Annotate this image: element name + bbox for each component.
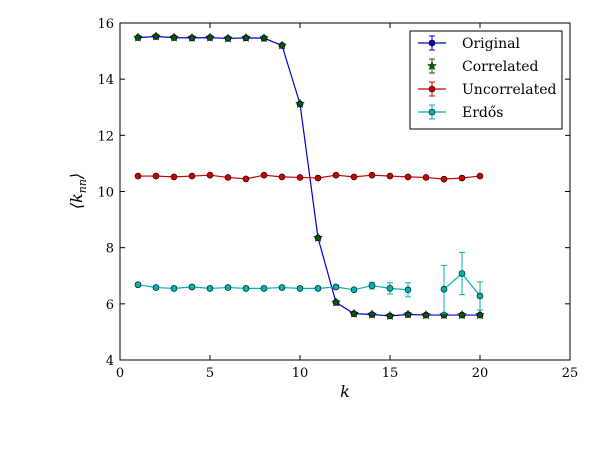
data-point <box>152 172 160 180</box>
legend-marker <box>428 39 436 47</box>
data-point <box>475 309 485 320</box>
data-point <box>439 309 449 320</box>
series-layer <box>133 31 485 321</box>
data-point <box>457 309 467 320</box>
x-tick-label: 15 <box>382 366 399 381</box>
x-tick-label: 0 <box>116 366 124 381</box>
data-point <box>170 173 178 181</box>
data-point <box>188 172 196 180</box>
data-point <box>403 309 413 319</box>
x-tick-label: 10 <box>292 366 309 381</box>
legend-marker <box>428 85 436 93</box>
legend: Original Correlated Uncorrelated Erdős <box>409 30 563 130</box>
data-point <box>206 285 214 292</box>
series-erds <box>134 251 484 314</box>
data-point <box>278 173 286 181</box>
legend-box <box>409 30 563 130</box>
data-point <box>170 285 178 292</box>
x-tick-label: 5 <box>206 366 214 381</box>
data-point <box>223 33 233 43</box>
data-point <box>404 286 412 294</box>
legend-item: Original <box>418 35 520 52</box>
data-point <box>134 172 142 180</box>
data-point <box>332 283 340 291</box>
data-point <box>386 172 394 180</box>
data-point <box>440 285 448 293</box>
data-point <box>206 171 214 179</box>
data-point <box>421 309 431 320</box>
data-point <box>296 174 304 181</box>
data-point <box>458 174 466 182</box>
data-point <box>331 297 341 307</box>
y-tick-label: 16 <box>97 17 114 32</box>
y-tick-label: 6 <box>106 298 114 313</box>
y-tick-label: 4 <box>106 354 114 369</box>
data-point <box>134 281 142 289</box>
y-tick-label: 10 <box>97 186 114 201</box>
data-point <box>476 292 484 300</box>
data-point <box>332 171 340 179</box>
data-point <box>314 285 322 292</box>
data-point <box>260 285 268 292</box>
legend-item: Uncorrelated <box>418 81 556 98</box>
data-point <box>152 284 160 291</box>
data-point <box>151 31 161 41</box>
data-point <box>224 284 232 291</box>
data-point <box>313 232 323 243</box>
legend-item: Erdős <box>418 104 504 121</box>
data-point <box>386 285 394 292</box>
legend-marker <box>428 108 436 116</box>
legend-label: Erdős <box>462 105 504 121</box>
y-tick-label: 14 <box>97 73 114 88</box>
data-point <box>278 284 286 291</box>
y-axis-title: ⟨knn⟩ <box>67 173 89 209</box>
x-tick-label: 25 <box>562 366 579 381</box>
legend-label: Uncorrelated <box>462 82 556 98</box>
data-point <box>260 171 268 179</box>
y-tick-label: 12 <box>97 129 114 144</box>
data-point <box>458 270 466 277</box>
data-point <box>350 286 358 294</box>
legend-label: Original <box>462 36 520 52</box>
data-point <box>242 285 250 292</box>
x-axis-title: k <box>340 382 350 401</box>
legend-item: Correlated <box>427 58 539 75</box>
data-point <box>349 308 359 318</box>
data-point <box>133 32 143 42</box>
data-point <box>314 174 322 182</box>
data-point <box>385 310 395 321</box>
series-uncorrelated <box>134 171 484 183</box>
series-line <box>137 284 409 291</box>
data-point <box>422 174 430 181</box>
data-point <box>241 32 251 43</box>
data-point <box>440 175 448 183</box>
data-point <box>367 309 377 319</box>
data-point <box>404 173 412 181</box>
series-correlated <box>133 31 485 321</box>
data-point <box>350 173 358 181</box>
data-point <box>169 32 179 42</box>
data-point <box>277 40 287 50</box>
data-point <box>259 32 269 43</box>
data-point <box>295 98 305 109</box>
data-point <box>188 283 196 291</box>
data-point <box>296 285 304 292</box>
data-point <box>476 172 484 180</box>
data-point <box>368 171 376 179</box>
data-point <box>368 282 376 289</box>
legend-marker <box>427 60 437 71</box>
data-point <box>205 32 215 42</box>
x-tick-label: 20 <box>472 366 489 381</box>
data-point <box>242 175 250 183</box>
legend-label: Correlated <box>462 59 539 75</box>
y-tick-label: 8 <box>106 242 114 257</box>
ticks-layer: 0 5 10 15 20 25 4 6 8 10 12 14 16 <box>97 17 578 381</box>
data-point <box>224 174 232 181</box>
data-point <box>187 32 197 43</box>
